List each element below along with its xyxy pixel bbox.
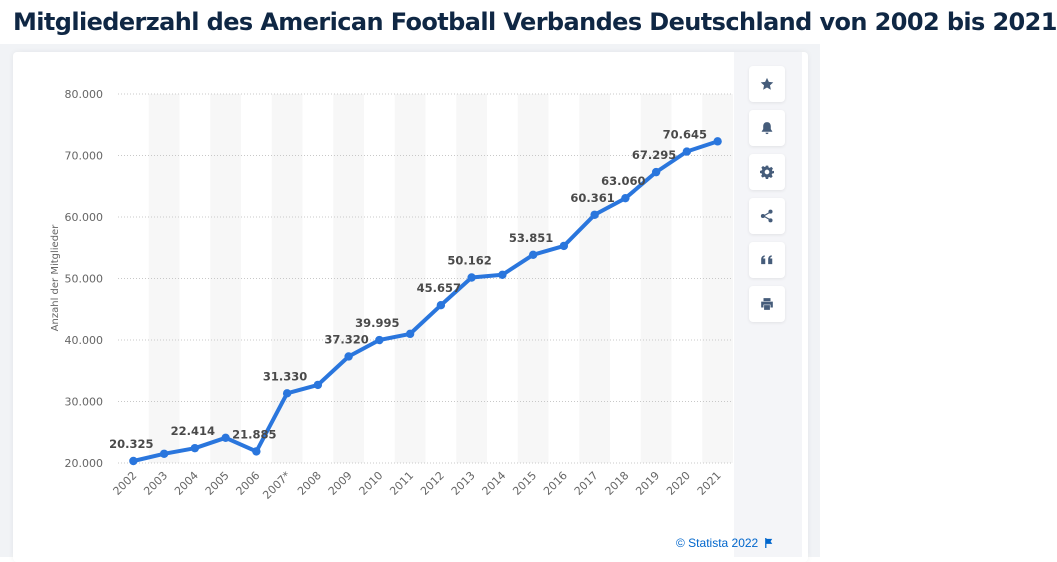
x-tick-label: 2002	[111, 469, 140, 498]
y-tick-label: 20.000	[65, 457, 104, 470]
y-tick-label: 50.000	[65, 273, 104, 286]
data-label: 31.330	[263, 369, 307, 383]
x-tick-label: 2011	[387, 469, 416, 498]
data-point	[436, 301, 446, 310]
data-points	[129, 137, 722, 466]
x-tick-label: 2020	[664, 469, 693, 498]
data-point	[621, 193, 630, 203]
x-tick-label: 2006	[234, 469, 263, 498]
y-axis-label: Anzahl der Mitglieder	[50, 224, 61, 332]
data-point	[405, 329, 415, 339]
data-point	[344, 352, 353, 361]
x-tick-label: 2009	[326, 469, 355, 498]
x-tick-label: 2016	[541, 469, 570, 498]
gridlines	[118, 93, 733, 464]
notification-button[interactable]	[749, 110, 785, 146]
data-point	[590, 210, 599, 219]
data-label: 21.885	[232, 427, 276, 441]
y-axis-ticks: 20.000 30.000 40.000 50.000 60.000 70.000 80.0…	[65, 88, 104, 470]
data-label: 63.060	[601, 174, 645, 188]
share-icon	[760, 209, 773, 223]
x-tick-label: 2007*	[260, 469, 293, 502]
column-band	[394, 94, 426, 463]
data-point	[221, 433, 230, 442]
x-tick-label: 2013	[449, 469, 478, 498]
data-point	[713, 137, 722, 146]
x-tick-label: 2003	[141, 469, 170, 498]
data-label: 70.645	[663, 128, 707, 142]
x-tick-label: 2019	[633, 469, 662, 498]
data-point	[190, 443, 200, 453]
page-title: Mitgliederzahl des American Football Ver…	[13, 8, 1057, 36]
data-label: 22.414	[171, 424, 215, 438]
share-button[interactable]	[749, 198, 785, 234]
data-point	[467, 273, 476, 282]
column-band	[271, 94, 303, 463]
y-tick-label: 60.000	[65, 211, 104, 224]
copyright-text: © Statista 2022	[676, 536, 759, 550]
data-label: 50.162	[447, 254, 491, 268]
column-band	[640, 94, 672, 463]
data-point	[252, 447, 261, 456]
print-button[interactable]	[749, 286, 785, 322]
data-label: 53.851	[509, 231, 553, 245]
data-label: 60.361	[570, 191, 614, 205]
data-point	[528, 250, 538, 260]
copyright-link[interactable]: © Statista 2022	[676, 536, 773, 550]
y-tick-label: 40.000	[65, 334, 104, 347]
x-tick-label: 2010	[357, 469, 386, 498]
x-tick-label: 2012	[418, 469, 447, 498]
x-tick-label: 2021	[695, 469, 724, 498]
printer-icon	[761, 298, 773, 310]
x-tick-label: 2017	[572, 469, 601, 498]
favorite-button[interactable]	[749, 66, 785, 102]
data-point	[159, 449, 169, 458]
x-tick-label: 2004	[172, 469, 201, 498]
data-point	[498, 270, 507, 280]
y-tick-label: 30.000	[65, 396, 104, 409]
data-point	[559, 241, 569, 251]
column-band	[517, 94, 549, 463]
data-label: 39.995	[355, 316, 399, 330]
data-point	[651, 167, 661, 177]
settings-button[interactable]	[749, 154, 785, 190]
x-tick-label: 2014	[480, 469, 509, 498]
y-tick-label: 80.000	[65, 88, 104, 101]
column-band	[148, 94, 180, 463]
series-line	[131, 139, 720, 463]
y-tick-label: 70.000	[65, 150, 104, 163]
data-point	[682, 147, 692, 156]
data-label: 20.325	[109, 437, 153, 451]
data-labels: 20.325 22.414 21.885 31.330 37.320 39.995 45.6…	[109, 128, 707, 451]
data-point	[313, 380, 323, 390]
x-tick-label: 2018	[603, 469, 632, 498]
flag-icon	[765, 538, 773, 548]
cite-button[interactable]	[749, 242, 785, 278]
data-point	[375, 335, 384, 345]
star-icon	[760, 77, 774, 90]
bell-icon	[761, 122, 773, 135]
gear-icon	[760, 165, 774, 179]
x-tick-label: 2015	[510, 469, 539, 498]
data-point	[129, 456, 138, 466]
x-tick-label: 2005	[203, 469, 232, 498]
data-label: 37.320	[324, 332, 368, 346]
data-label: 45.657	[417, 281, 461, 295]
x-tick-label: 2008	[295, 469, 324, 498]
quote-icon	[761, 255, 773, 265]
data-point	[282, 389, 292, 398]
data-label: 67.295	[632, 148, 676, 162]
